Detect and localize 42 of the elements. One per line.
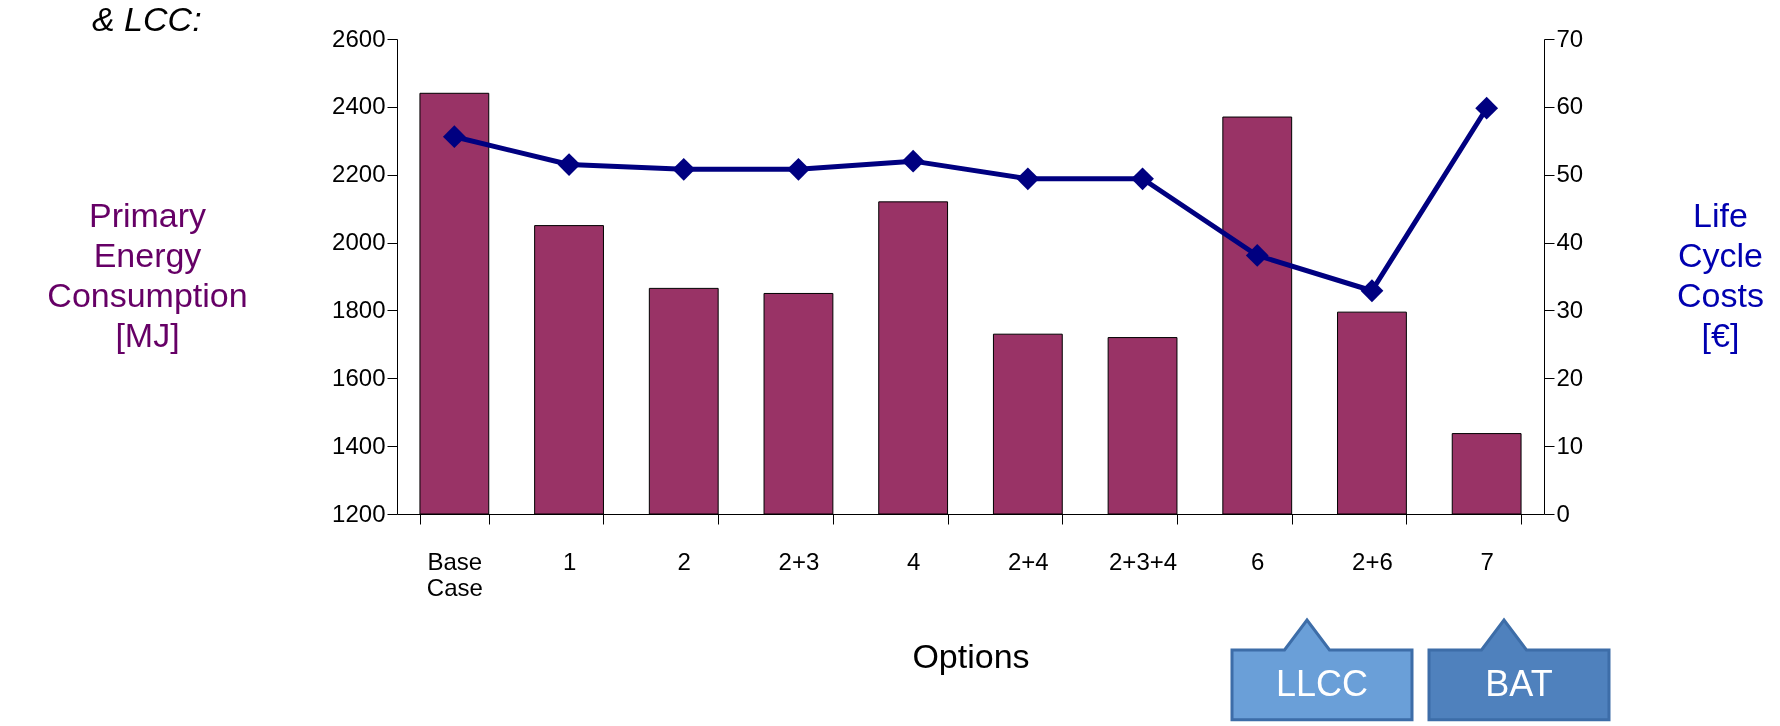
point [672, 157, 696, 181]
y2-tick-label: 10 [1556, 431, 1584, 459]
y2-tick-label: 60 [1556, 92, 1584, 120]
x-tick-label: 2+4 [1007, 547, 1049, 575]
y2-tick-label: 50 [1556, 160, 1584, 188]
point [557, 153, 581, 176]
y-tick-label: 1600 [332, 363, 386, 391]
point [1475, 96, 1499, 120]
y-tick-label: 1400 [332, 431, 386, 459]
text: LLCC [1275, 663, 1369, 704]
x-tick-label: 2+6 [1352, 547, 1393, 575]
x-tick-label: 1 [562, 547, 577, 575]
y-axis-title: Primary Energy Consumption [MJ] [47, 196, 248, 354]
chart-title: & LCC: [92, 0, 202, 38]
y-tick-label: 1200 [332, 499, 386, 527]
y-tick-label: 1800 [332, 295, 386, 323]
x-tick-label: 7 [1480, 547, 1494, 575]
text: BAT [1485, 663, 1553, 704]
y2-tick-label: 0 [1556, 499, 1570, 527]
point [442, 125, 466, 149]
y-tick-label: 2600 [332, 24, 386, 52]
point [1016, 167, 1040, 191]
point [787, 157, 810, 181]
point [901, 149, 925, 173]
y-tick-label: 2200 [332, 160, 386, 188]
y2-tick-label: 20 [1556, 363, 1584, 391]
point [1131, 167, 1154, 191]
y2-tick-label: 30 [1556, 295, 1584, 323]
x-tick-label: 2+3 [778, 547, 820, 575]
x-tick-label: 6 [1251, 547, 1265, 575]
x-axis-title: Options [912, 636, 1030, 675]
y2-axis-title: Life Cycle Costs [€] [1677, 196, 1764, 354]
point [1360, 279, 1384, 303]
point [1245, 244, 1269, 267]
x-tick-label: 2+3+4 [1109, 547, 1178, 575]
x-tick-label: 2 [677, 547, 691, 575]
y2-tick-label: 70 [1556, 24, 1584, 52]
x-tick-label: 4 [906, 547, 921, 575]
y-tick-label: 2400 [332, 92, 386, 120]
y-tick-label: 2000 [332, 228, 386, 256]
y2-tick-label: 40 [1556, 228, 1584, 256]
x-tick-label: Base Case [426, 547, 483, 601]
